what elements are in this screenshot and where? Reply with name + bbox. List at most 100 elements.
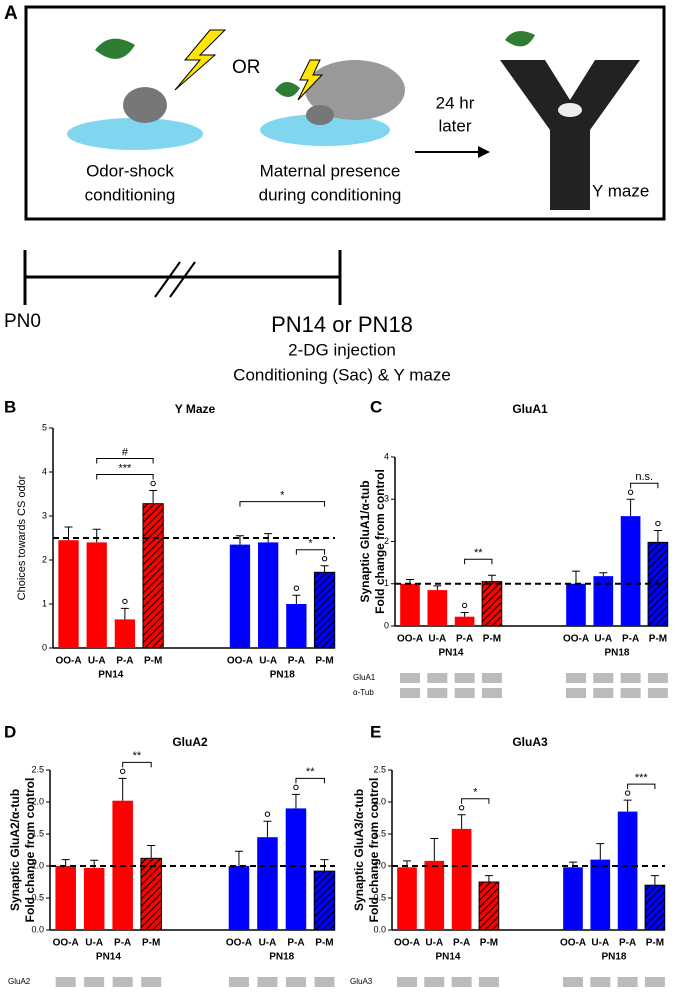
blot-band bbox=[451, 977, 472, 987]
y-tick-label: 0.0 bbox=[373, 924, 386, 934]
bar bbox=[83, 867, 105, 930]
significance-circle bbox=[293, 784, 299, 791]
y-tick-label: 1.5 bbox=[373, 828, 386, 838]
x-tick-label: P-A bbox=[287, 938, 304, 949]
significance-circle bbox=[458, 805, 465, 811]
blot-label: GluA1 bbox=[353, 673, 376, 682]
label: later bbox=[438, 116, 471, 135]
bar bbox=[427, 590, 448, 626]
y-tick-label: 2.5 bbox=[373, 764, 386, 774]
label: 2-DG injection bbox=[288, 340, 396, 359]
bar bbox=[142, 503, 164, 649]
blot-band bbox=[593, 688, 614, 698]
x-tick-label: P-M bbox=[315, 656, 333, 667]
significance-circle bbox=[627, 489, 634, 495]
y-tick-label: 0.0 bbox=[31, 924, 44, 934]
significance-circle bbox=[293, 585, 300, 591]
shock bbox=[297, 59, 324, 101]
blot-band bbox=[647, 673, 668, 683]
bar bbox=[566, 583, 586, 626]
bar bbox=[58, 540, 79, 648]
y-axis-label: Fold change from control bbox=[367, 778, 381, 923]
bar bbox=[400, 583, 420, 626]
significance-circle bbox=[119, 768, 126, 775]
bar bbox=[285, 808, 307, 930]
x-tick-label: OO-A bbox=[560, 938, 586, 949]
bracket bbox=[464, 558, 493, 565]
error-bar bbox=[599, 572, 608, 577]
annotation: *** bbox=[635, 772, 649, 784]
x-tick-label: P-M bbox=[480, 938, 498, 949]
blot-band bbox=[84, 977, 105, 987]
chart-title: Y Maze bbox=[175, 402, 216, 416]
x-tick-label: OO-A bbox=[394, 938, 420, 949]
blot-band bbox=[55, 977, 76, 987]
error-bar bbox=[263, 820, 272, 838]
bar bbox=[397, 867, 417, 930]
panel-letter: C bbox=[370, 397, 382, 416]
error-bar bbox=[292, 594, 301, 604]
group-label: PN14 bbox=[98, 670, 123, 681]
error-bar bbox=[92, 528, 101, 543]
bracket bbox=[295, 549, 326, 555]
error-bar bbox=[430, 837, 439, 861]
y-maze bbox=[500, 60, 640, 210]
error-bar bbox=[457, 814, 466, 829]
y-tick-label: 0 bbox=[384, 620, 389, 630]
blot-band bbox=[620, 673, 641, 683]
bar bbox=[86, 542, 107, 648]
y-tick-label: 4 bbox=[384, 451, 389, 461]
bracket bbox=[239, 501, 326, 507]
blot-label: α-Tub bbox=[353, 688, 374, 697]
group-label: PN18 bbox=[601, 952, 626, 963]
panel-letter: D bbox=[4, 722, 16, 741]
label: during conditioning bbox=[259, 185, 402, 204]
error-bar bbox=[118, 777, 127, 801]
leaf bbox=[275, 81, 300, 98]
y-tick-label: 1.5 bbox=[31, 828, 44, 838]
significance-circle bbox=[624, 790, 631, 796]
blot-band bbox=[285, 977, 306, 987]
blot-band bbox=[314, 977, 335, 987]
blot-band bbox=[112, 977, 133, 987]
bar bbox=[114, 619, 136, 648]
x-tick-label: P-M bbox=[144, 656, 162, 667]
x-tick-label: P-M bbox=[646, 938, 664, 949]
blot-label: GluA3 bbox=[350, 977, 373, 986]
bar bbox=[563, 867, 583, 930]
y-tick-label: 1.0 bbox=[373, 860, 386, 870]
annotation: * bbox=[473, 787, 478, 799]
label: Odor-shock bbox=[86, 161, 174, 180]
error-bar bbox=[433, 585, 442, 591]
break bbox=[154, 261, 181, 298]
y-tick-label: 2 bbox=[384, 536, 389, 546]
x-tick-label: P-A bbox=[622, 634, 639, 645]
bar bbox=[590, 859, 611, 930]
frame bbox=[24, 5, 666, 221]
blot-band bbox=[400, 673, 421, 683]
bracket bbox=[630, 482, 659, 489]
blot-band bbox=[427, 688, 448, 698]
chart-title: GluA3 bbox=[512, 735, 548, 749]
error-bar bbox=[626, 498, 635, 517]
bracket bbox=[627, 783, 656, 790]
y-tick-label: 3 bbox=[42, 510, 47, 520]
x-tick-label: P-M bbox=[142, 938, 160, 949]
x-tick-label: P-M bbox=[483, 634, 501, 645]
blot-band bbox=[565, 688, 586, 698]
error-bar bbox=[234, 850, 243, 866]
bar bbox=[229, 544, 251, 648]
error-bar bbox=[61, 859, 70, 866]
label: PN14 or PN18 bbox=[271, 312, 413, 337]
panel-a: A OR Odor-shock conditioning Maternal pr… bbox=[4, 3, 666, 384]
x-tick-label: U-A bbox=[594, 634, 612, 645]
error-bar bbox=[149, 489, 158, 504]
group-label: PN18 bbox=[270, 670, 295, 681]
x-tick-label: U-A bbox=[259, 938, 277, 949]
platform bbox=[67, 118, 203, 150]
bar bbox=[454, 616, 475, 626]
y-axis-label: Synaptic GluA1/α-tub bbox=[358, 480, 372, 602]
blot-band bbox=[620, 688, 641, 698]
blot-band bbox=[228, 977, 249, 987]
blot-band bbox=[593, 673, 614, 683]
